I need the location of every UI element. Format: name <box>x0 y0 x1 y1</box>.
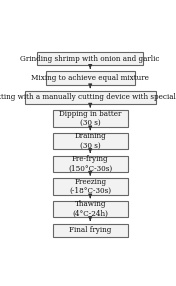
FancyBboxPatch shape <box>46 72 134 85</box>
FancyBboxPatch shape <box>53 110 128 127</box>
Text: Cutting with a manually cutting device with special size: Cutting with a manually cutting device w… <box>0 94 176 102</box>
FancyBboxPatch shape <box>53 156 128 172</box>
Text: Dipping in batter
(30 s): Dipping in batter (30 s) <box>59 110 121 127</box>
FancyBboxPatch shape <box>53 201 128 217</box>
FancyBboxPatch shape <box>25 91 156 104</box>
Text: Grinding shrimp with onion and garlic: Grinding shrimp with onion and garlic <box>20 55 160 63</box>
Text: Pre-frying
(150°C-30s): Pre-frying (150°C-30s) <box>68 155 112 172</box>
Text: Final frying: Final frying <box>69 226 111 234</box>
Text: Freezing
(-18°C-30s): Freezing (-18°C-30s) <box>69 178 111 195</box>
FancyBboxPatch shape <box>53 178 128 195</box>
FancyBboxPatch shape <box>53 133 128 149</box>
Text: Draining
(30 s): Draining (30 s) <box>74 132 106 150</box>
FancyBboxPatch shape <box>37 52 143 65</box>
Text: Thawing
(4°C-24h): Thawing (4°C-24h) <box>72 200 108 218</box>
FancyBboxPatch shape <box>53 224 128 237</box>
Text: Mixing to achieve equal mixture: Mixing to achieve equal mixture <box>31 74 149 82</box>
